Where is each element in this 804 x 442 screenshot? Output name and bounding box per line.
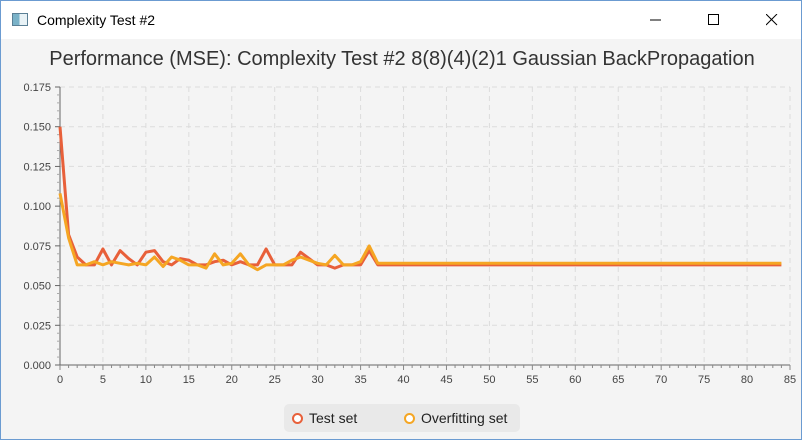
chart-title: Performance (MSE): Complexity Test #2 8(… <box>49 48 755 70</box>
maximize-icon <box>708 14 719 25</box>
legend-item-test-set[interactable]: Test set <box>292 410 357 426</box>
y-tick-label: 0.050 <box>23 281 51 293</box>
line-chart: 0.000 0.025 0.050 0.075 0.100 0.125 0.150 0.175… <box>23 82 796 386</box>
y-tick-label: 0.075 <box>23 241 51 253</box>
title-bar[interactable]: Complexity Test #2 <box>1 1 801 39</box>
y-tick-label: 0.125 <box>23 161 51 173</box>
y-tick-label: 0.000 <box>23 360 51 372</box>
close-icon <box>766 14 778 26</box>
close-button[interactable] <box>749 1 795 39</box>
minimize-button[interactable] <box>633 1 679 39</box>
x-tick-label: 25 <box>269 374 281 386</box>
x-tick-label: 70 <box>655 374 667 386</box>
x-tick-label: 50 <box>483 374 495 386</box>
x-tick-label: 5 <box>100 374 106 386</box>
y-tick-label: 0.025 <box>23 320 51 332</box>
x-tick-label: 55 <box>526 374 538 386</box>
x-tick-label: 85 <box>784 374 796 386</box>
x-tick-label: 0 <box>57 374 63 386</box>
legend-marker-test-set <box>292 413 303 424</box>
java-app-icon <box>12 13 28 26</box>
x-tick-label: 40 <box>397 374 409 386</box>
series-line-overfitting-set <box>58 193 782 272</box>
legend-label-overfitting-set: Overfitting set <box>421 410 508 426</box>
x-tick-label: 65 <box>612 374 624 386</box>
legend-marker-overfitting-set <box>404 413 415 424</box>
chart-legend: Test set Overfitting set <box>284 404 520 432</box>
x-tick-label: 60 <box>569 374 581 386</box>
y-tick-label: 0.150 <box>23 122 51 134</box>
x-tick-label: 80 <box>741 374 753 386</box>
legend-item-overfitting-set[interactable]: Overfitting set <box>404 410 507 426</box>
y-tick-label: 0.175 <box>23 82 51 94</box>
x-tick-label: 75 <box>698 374 710 386</box>
x-tick-label: 45 <box>440 374 452 386</box>
minimize-icon <box>650 19 661 21</box>
plot-area <box>60 87 790 365</box>
legend-label-test-set: Test set <box>309 410 358 426</box>
window-title: Complexity Test #2 <box>37 12 156 28</box>
x-tick-label: 35 <box>354 374 366 386</box>
x-tick-label: 30 <box>312 374 324 386</box>
x-tick-label: 20 <box>226 374 238 386</box>
x-tick-label: 15 <box>183 374 195 386</box>
y-tick-label: 0.100 <box>23 201 51 213</box>
maximize-button[interactable] <box>691 1 737 39</box>
x-tick-label: 10 <box>140 374 152 386</box>
